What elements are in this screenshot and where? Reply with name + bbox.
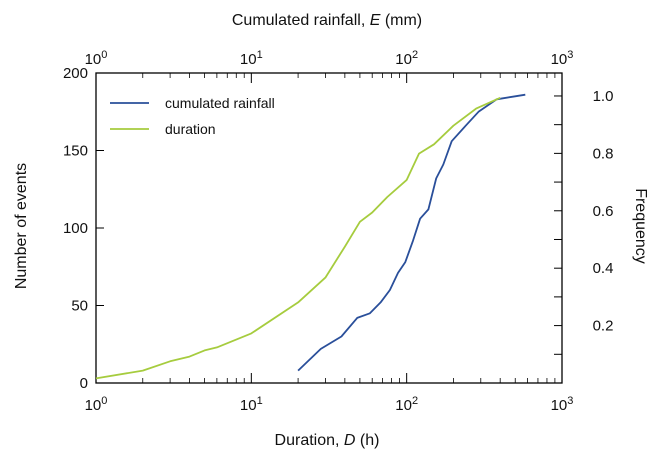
x-top-tick-label: 103 <box>551 49 574 68</box>
y-left-tick-label: 100 <box>63 220 88 237</box>
x-top-tick-label: 101 <box>240 49 263 68</box>
y-left-tick-label: 0 <box>80 375 88 392</box>
y-right-tick-label: 0.8 <box>593 145 614 162</box>
series-line-duration <box>95 96 501 380</box>
plot-frame <box>95 72 563 384</box>
x-top-tick-label: 102 <box>395 49 418 68</box>
legend: cumulated rainfall duration <box>110 95 275 137</box>
svg-text:Cumulated rainfall, E (mm): Cumulated rainfall, E (mm) <box>232 12 422 29</box>
y-right-tick-label: 1.0 <box>593 88 614 105</box>
y-right-tick-label: 0.2 <box>593 318 614 335</box>
y-left-tick-label: 50 <box>71 298 88 315</box>
x-bottom-tick-label: 102 <box>395 395 418 414</box>
y-right-tick-label: 0.4 <box>593 260 614 277</box>
y-left-title: Number of events <box>13 163 30 289</box>
x-bottom-title: Duration, D (h) <box>275 432 380 449</box>
x-top-title: Cumulated rainfall, E (mm) <box>232 12 422 29</box>
legend-label-duration: duration <box>165 121 216 137</box>
x-top-tick-label: 100 <box>85 49 108 68</box>
x-bottom-tick-label: 103 <box>551 395 574 414</box>
legend-label-cumulated-rainfall: cumulated rainfall <box>165 95 275 111</box>
series-line-cumulated-rainfall <box>297 93 526 372</box>
axes: 100 100 101 101 102 102 103 103 0 50 100 150 200 0.2 0… <box>63 49 613 414</box>
y-left-tick-label: 150 <box>63 143 88 160</box>
x-bottom-tick-label: 100 <box>85 395 108 414</box>
plot-lines <box>95 93 526 380</box>
y-right-tick-label: 0.6 <box>593 203 614 220</box>
y-right-title: Frequency <box>632 188 649 264</box>
x-bottom-tick-label: 101 <box>240 395 263 414</box>
svg-text:Duration, D (h): Duration, D (h) <box>275 432 380 449</box>
y-left-tick-label: 200 <box>63 65 88 82</box>
